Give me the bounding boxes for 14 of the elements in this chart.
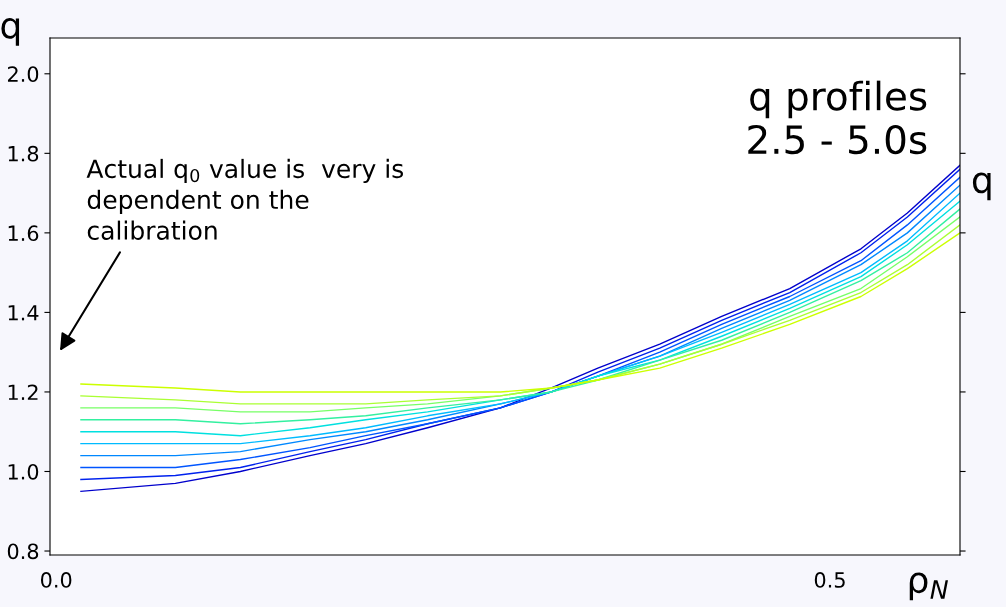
y-tick-label: 1.6 — [8, 225, 39, 242]
x-axis-title: ρ$_{N}$ — [909, 572, 948, 601]
y-tick-label: 1.2 — [8, 384, 38, 400]
y2-axis-title: q — [972, 172, 991, 201]
y-tick-label: 2.0 — [7, 66, 39, 82]
x-tick-label: 0.0 — [41, 572, 72, 588]
y-tick-label: 1.8 — [8, 145, 39, 162]
text: q profiles 2.5 - 5.0s — [748, 80, 927, 155]
y-tick-label: 1.4 — [8, 305, 39, 321]
x-tick-label: 0.5 — [814, 572, 845, 588]
y-tick-label: 1.0 — [8, 463, 39, 480]
y-tick-label: 0.8 — [7, 543, 39, 560]
annotation: Actual q$_{0}$ value is very is dependent on the calibration — [86, 158, 404, 240]
y-axis-title: q — [1, 18, 20, 46]
